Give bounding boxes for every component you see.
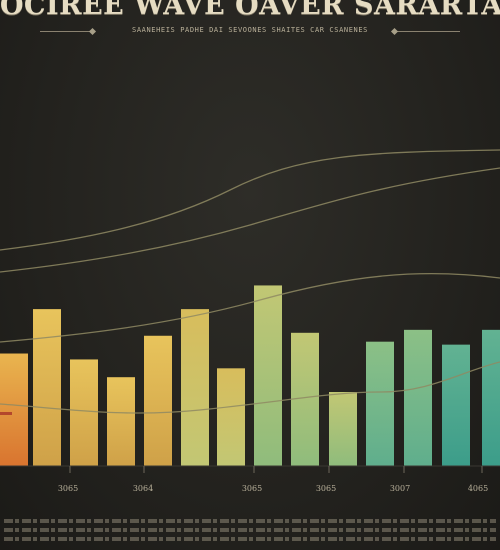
bar [366,341,394,466]
footer-line [4,537,496,541]
bar [482,329,500,466]
bar [329,392,357,466]
trend-line [0,167,500,273]
trend-line [0,149,500,251]
trend-line [0,361,500,414]
footer-fine-print [0,516,500,550]
x-tick-label: 3064 [133,484,153,493]
x-tick-label: 4065 [468,484,488,493]
bar [33,309,61,466]
footer-line [4,519,496,523]
chart-title: OCIREE WAVE OAVER SARARTAMHER [0,0,500,21]
footer-line [4,528,496,532]
bar [254,285,282,466]
x-tick-label: 3065 [242,484,262,493]
title-rule-right [395,31,460,32]
bar [442,344,470,466]
bar [217,368,245,466]
bar [144,335,172,466]
bar [291,332,319,466]
bar [70,359,98,466]
trend-line [0,272,500,343]
x-tick-label: 3065 [58,484,78,493]
title-rule-left [40,31,92,32]
x-tick-label: 3007 [390,484,410,493]
bar [107,377,135,466]
chart-subtitle: SAANEHEIS PADHE DAI SEVOONES SHAITES CAR… [132,26,368,34]
bar [181,309,209,466]
bar-marker [0,412,12,415]
bar [0,353,28,466]
x-tick-label: 3065 [316,484,336,493]
bar [404,329,432,466]
